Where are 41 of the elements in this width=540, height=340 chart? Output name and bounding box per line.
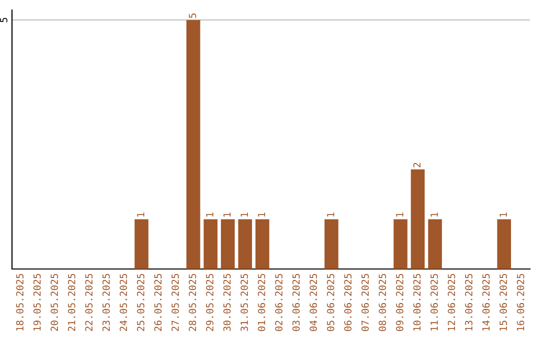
data-label: 1 — [396, 212, 404, 217]
data-label: 5 — [188, 13, 196, 18]
x-tick-label: 13.06.2025 — [465, 274, 472, 331]
x-tick-label: 22.05.2025 — [85, 274, 93, 331]
x-tick-label: 15.06.2025 — [500, 274, 507, 331]
x-tick-label: 04.06.2025 — [310, 274, 318, 332]
x-tick-label: 08.06.2025 — [378, 274, 386, 332]
x-tick-label: 06.06.2025 — [344, 274, 352, 332]
data-label: 1 — [137, 212, 144, 217]
x-tick-label: 05.06.2025 — [326, 274, 334, 332]
x-tick-label: 07.06.2025 — [361, 274, 369, 332]
x-tick-label: 21.05.2025 — [68, 274, 76, 331]
x-tick-label: 14.06.2025 — [482, 274, 490, 331]
data-label: 1 — [258, 212, 266, 217]
x-tick-label: 26.05.2025 — [154, 274, 162, 331]
x-tick-label: 19.05.2025 — [33, 274, 41, 331]
data-label: 1 — [223, 212, 231, 217]
x-tick-label: 01.06.2025 — [258, 274, 266, 332]
data-label: 1 — [327, 212, 334, 217]
x-tick-label: 11.06.2025 — [430, 274, 438, 331]
data-label: 1 — [500, 212, 507, 217]
data-label: 1 — [430, 212, 438, 217]
x-tick-label: 29.05.2025 — [206, 274, 214, 331]
x-tick-label: 27.05.2025 — [172, 274, 179, 331]
x-tick-label: 18.05.2025 — [16, 274, 24, 331]
x-tick-label: 12.06.2025 — [448, 274, 456, 331]
x-tick-label: 31.05.2025 — [240, 274, 248, 332]
x-tick-label: 02.06.2025 — [275, 274, 282, 332]
x-tick-label: 25.05.2025 — [136, 274, 144, 331]
x-tick-label: 30.05.2025 — [223, 274, 231, 332]
x-tick-label: 24.05.2025 — [120, 274, 128, 331]
x-tick-label: 20.05.2025 — [50, 274, 58, 331]
x-tick-label: 16.06.2025 — [516, 274, 524, 331]
data-label: 1 — [240, 212, 248, 217]
data-label: 1 — [206, 212, 214, 217]
data-label: 2 — [413, 162, 420, 168]
x-tick-label: 03.06.2025 — [292, 274, 300, 332]
x-tick-label: 23.05.2025 — [102, 274, 110, 331]
x-tick-label: 28.05.2025 — [188, 274, 196, 331]
x-tick-label: 09.06.2025 — [396, 274, 404, 332]
x-tick-label: 10.06.2025 — [413, 274, 421, 331]
